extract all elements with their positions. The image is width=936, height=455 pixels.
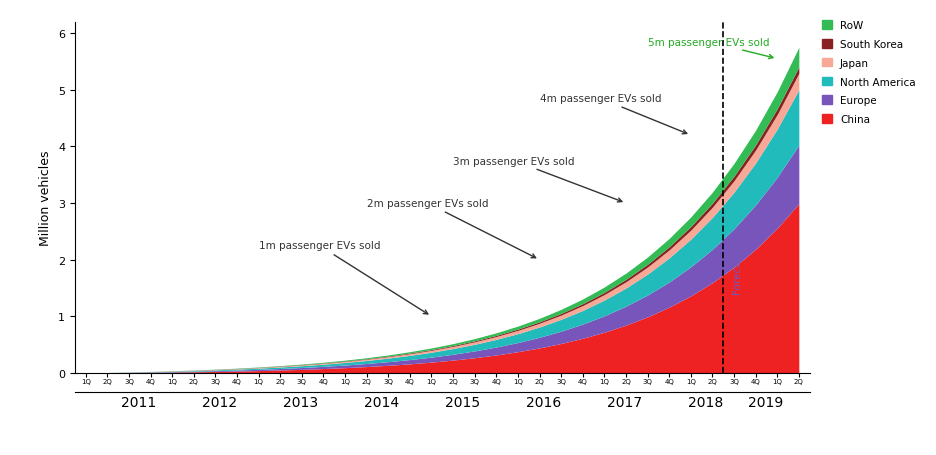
Y-axis label: Million vehicles: Million vehicles bbox=[39, 150, 52, 246]
Text: Forecast: Forecast bbox=[732, 249, 742, 293]
Text: 3m passenger EVs sold: 3m passenger EVs sold bbox=[453, 156, 622, 202]
Text: 4m passenger EVs sold: 4m passenger EVs sold bbox=[539, 94, 687, 135]
Legend: RoW, South Korea, Japan, North America, Europe, China: RoW, South Korea, Japan, North America, … bbox=[822, 21, 915, 125]
Text: 5m passenger EVs sold: 5m passenger EVs sold bbox=[648, 38, 773, 60]
Text: 1m passenger EVs sold: 1m passenger EVs sold bbox=[258, 241, 428, 314]
Text: 2m passenger EVs sold: 2m passenger EVs sold bbox=[367, 198, 535, 258]
